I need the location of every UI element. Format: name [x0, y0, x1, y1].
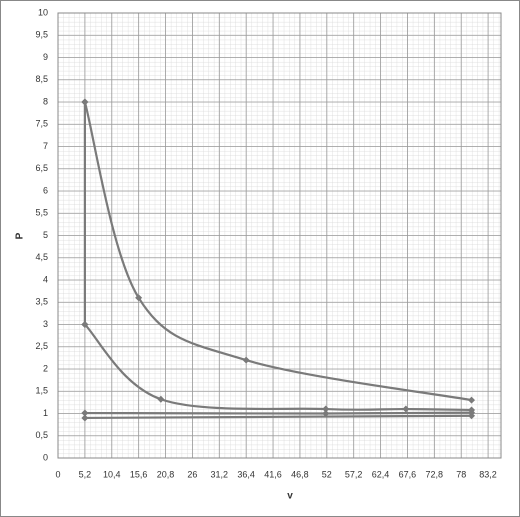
x-tick-label: 31,2: [211, 469, 229, 479]
y-tick-label: 6: [43, 185, 48, 195]
point: [81, 321, 89, 328]
y-tick-label: 7,5: [35, 119, 48, 129]
series-line: [84, 414, 472, 420]
y-tick-label: 4,5: [35, 252, 48, 262]
point: [322, 405, 330, 413]
x-tick-label: 36,4: [237, 469, 255, 479]
y-tick-label: 8: [43, 96, 48, 106]
x-tick-label: 5,2: [79, 469, 92, 479]
x-tick-label: 0: [55, 469, 60, 479]
y-tick-label: 8,5: [35, 74, 48, 84]
plot-border: [57, 12, 502, 459]
x-axis-title: v: [287, 491, 293, 502]
y-tick-label: 7: [43, 141, 48, 151]
x-tick-label: 52: [322, 469, 332, 479]
point: [81, 409, 89, 417]
y-tick-label: 4: [43, 274, 48, 284]
y-axis-title: P: [15, 232, 26, 239]
series-line: [84, 323, 472, 412]
y-tick-label: 10: [38, 7, 48, 17]
y-tick-label: 2: [43, 363, 48, 373]
point: [402, 405, 410, 413]
point: [81, 98, 89, 106]
y-tick-label: 3,5: [35, 297, 48, 307]
point: [468, 396, 476, 404]
point: [468, 412, 476, 420]
x-tick-label: 26: [187, 469, 197, 479]
x-tick-label: 62,4: [372, 469, 390, 479]
x-tick-label: 72,8: [426, 469, 444, 479]
y-tick-label: 9: [43, 52, 48, 62]
point: [81, 414, 89, 422]
point: [242, 356, 250, 364]
point: [135, 294, 143, 302]
y-tick-label: 1: [43, 408, 48, 418]
x-tick-label: 41,6: [264, 469, 282, 479]
series-line: [83, 101, 472, 402]
x-tick-label: 15,6: [130, 469, 148, 479]
y-tick-label: 2,5: [35, 341, 48, 351]
x-tick-label: 78: [456, 469, 466, 479]
x-tick-label: 10,4: [103, 469, 121, 479]
y-tick-label: 9,5: [35, 30, 48, 40]
y-tick-label: 0,5: [35, 430, 48, 440]
point: [157, 395, 165, 403]
x-tick-label: 20,8: [157, 469, 175, 479]
y-tick-label: 5,5: [35, 208, 48, 218]
y-tick-label: 3: [43, 319, 48, 329]
series-line: [84, 411, 472, 415]
x-tick-label: 83,2: [479, 469, 497, 479]
y-tick-label: 5: [43, 230, 48, 240]
x-tick-label: 46,8: [291, 469, 309, 479]
y-tick-label: 6,5: [35, 163, 48, 173]
x-tick-label: 57,2: [345, 469, 363, 479]
point: [322, 410, 330, 417]
y-tick-label: 0: [43, 452, 48, 462]
y-tick-label: 1,5: [35, 386, 48, 396]
x-tick-label: 67,6: [399, 469, 417, 479]
